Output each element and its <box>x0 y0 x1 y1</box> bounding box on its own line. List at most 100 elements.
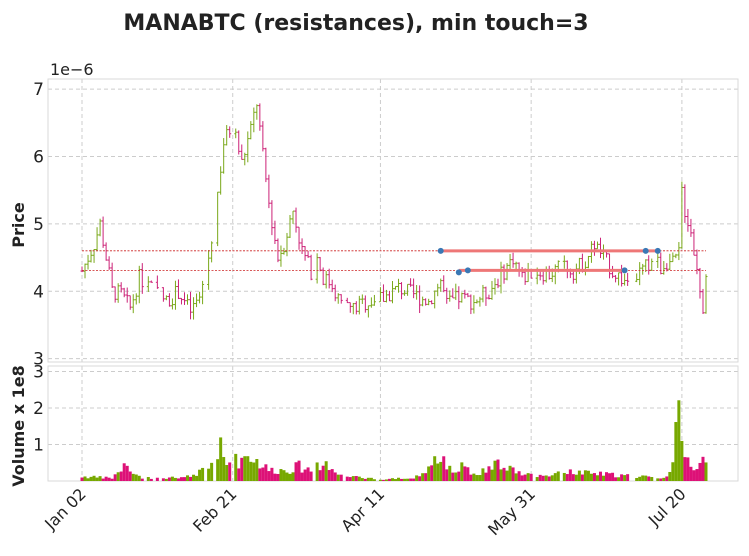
volume-bar <box>195 475 199 481</box>
volume-bar <box>433 456 437 481</box>
volume-bar <box>677 400 681 481</box>
volume-bar <box>366 477 370 481</box>
volume-bar <box>128 471 132 481</box>
volume-bar <box>80 477 84 481</box>
volume-bar <box>502 467 506 481</box>
volume-bar <box>517 471 521 481</box>
volume-bar <box>378 479 382 481</box>
volume-bar <box>146 477 150 481</box>
price-tick-label: 5 <box>33 215 44 235</box>
volume-bar <box>490 469 494 481</box>
resistance-touch-point <box>437 247 444 254</box>
volume-bar <box>167 477 171 481</box>
volume-bar <box>466 467 470 481</box>
volume-bar <box>201 467 205 481</box>
volume-bar <box>662 477 666 481</box>
volume-bar <box>704 462 708 481</box>
volume-bar <box>499 469 503 481</box>
volume-bar <box>237 468 241 481</box>
volume-bar <box>421 473 425 481</box>
volume-bar <box>508 465 512 481</box>
volume-bar <box>394 479 398 481</box>
volume-bar <box>523 474 527 481</box>
volume-bar <box>336 474 340 481</box>
volume-bar <box>189 476 193 481</box>
volume-tick-label: 1 <box>33 435 44 455</box>
volume-bar <box>249 461 253 481</box>
resistance-touch-point <box>455 269 462 276</box>
volume-bar <box>695 469 699 481</box>
volume-bar <box>192 474 196 481</box>
volume-bar <box>577 470 581 481</box>
volume-bar <box>360 478 364 481</box>
volume-bar <box>104 476 108 481</box>
volume-bar <box>496 459 500 481</box>
volume-bar <box>424 473 428 481</box>
volume-bar <box>95 477 99 481</box>
volume-bar <box>240 457 244 481</box>
volume-bar <box>626 474 630 481</box>
volume-bar <box>303 469 307 481</box>
volume-bar <box>689 466 693 481</box>
volume-panel-frame <box>47 365 739 482</box>
volume-bar <box>149 478 153 481</box>
volume-bar <box>357 476 361 481</box>
volume-bar <box>571 474 575 481</box>
volume-bar <box>460 462 464 481</box>
volume-bar <box>487 466 491 481</box>
volume-bar <box>176 478 180 481</box>
volume-bar <box>623 475 627 481</box>
volume-bar <box>294 462 298 481</box>
volume-bar <box>538 474 542 481</box>
volume-bar <box>182 477 186 481</box>
volume-bar <box>315 462 319 481</box>
volume-bar <box>541 475 545 481</box>
volume-bar <box>617 477 621 481</box>
volume-bar <box>354 476 358 481</box>
date-tick-label: Feb 21 <box>189 484 240 535</box>
volume-bar <box>659 478 663 481</box>
volume-bar <box>309 471 313 481</box>
price-tick-label: 7 <box>33 80 44 100</box>
volume-bar <box>565 474 569 481</box>
volume-bar <box>276 473 280 481</box>
volume-bar <box>403 478 407 481</box>
volume-bar <box>701 456 705 481</box>
volume-bar <box>222 457 226 481</box>
volume-bar <box>418 476 422 481</box>
volume-bar <box>469 474 473 481</box>
volume-bar <box>406 478 410 481</box>
date-tick-label: Apr 11 <box>337 484 388 535</box>
resistance-levels <box>82 247 706 276</box>
volume-bar <box>381 479 385 481</box>
volume-bar <box>186 475 190 481</box>
volume-bar <box>119 471 123 481</box>
volume-bar <box>291 472 295 481</box>
volume-bar <box>330 469 334 481</box>
volume-bar <box>288 473 292 481</box>
price-panel-frame <box>47 78 739 363</box>
volume-bar <box>282 470 286 481</box>
volume-bar <box>445 469 449 481</box>
y-axis-ticks: 3 4 5 6 7 1 2 3 <box>33 80 44 455</box>
price-scale-label: 1e−6 <box>50 60 94 79</box>
volume-bar <box>412 478 416 481</box>
volume-bar <box>580 474 584 481</box>
volume-bar <box>683 457 687 481</box>
volume-bar <box>89 476 93 481</box>
volume-bar <box>644 475 648 481</box>
price-panel-grid <box>48 79 738 362</box>
volume-bar <box>243 456 247 481</box>
volume-bar <box>297 460 301 481</box>
volume-bar <box>686 457 690 481</box>
volume-bar <box>351 476 355 481</box>
volume-bar <box>372 479 376 481</box>
volume-bar <box>614 477 618 481</box>
volume-bar <box>481 468 485 481</box>
volume-bar <box>273 473 277 481</box>
volume-bar <box>547 476 551 481</box>
volume-bar <box>170 476 174 481</box>
volume-bar <box>210 462 214 481</box>
